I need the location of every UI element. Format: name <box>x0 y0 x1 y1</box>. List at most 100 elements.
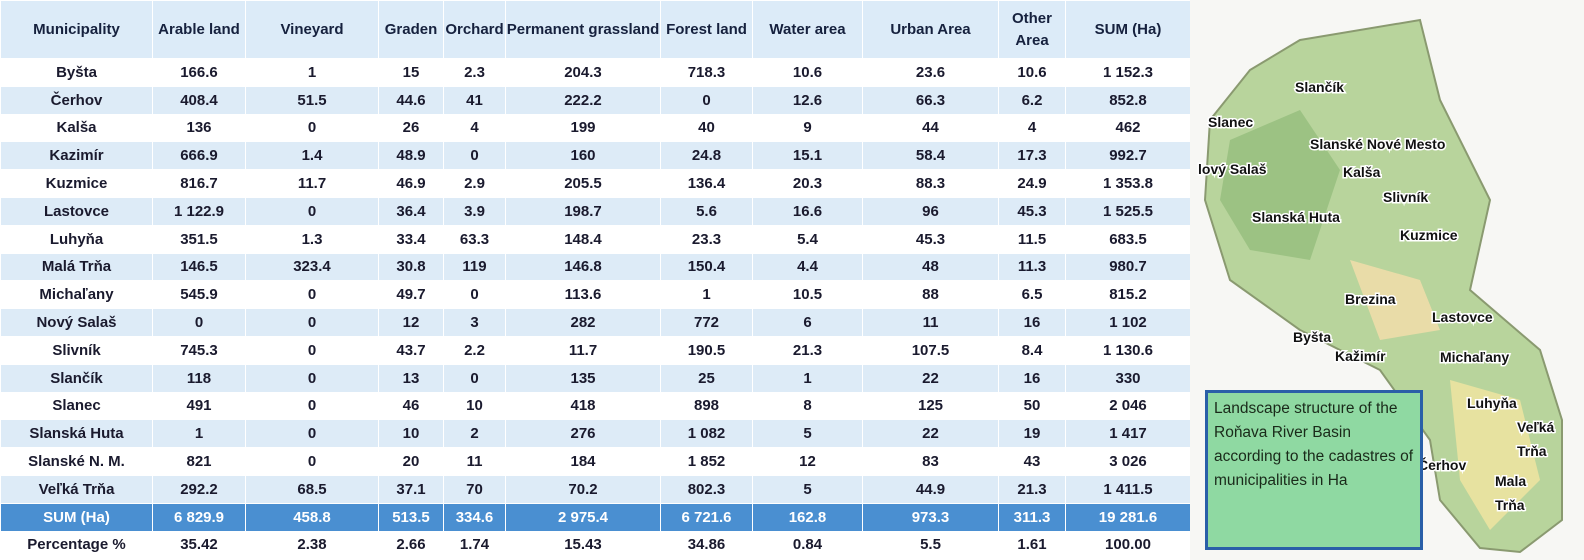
cell: 16 <box>998 363 1066 393</box>
cell: 0.84 <box>752 530 863 560</box>
cell: 458.8 <box>245 502 379 532</box>
cell: SUM (Ha) <box>0 502 153 532</box>
cell: 745.3 <box>152 335 246 365</box>
cell: 282 <box>505 308 661 337</box>
cell: Michaľany <box>0 280 153 310</box>
header-cell: Graden <box>378 0 444 59</box>
header-cell: Permanent grassland <box>505 0 661 59</box>
cell: 683.5 <box>1065 224 1191 254</box>
cell: 5 <box>752 474 863 504</box>
cell: 4 <box>998 113 1066 143</box>
cell: 11.7 <box>245 169 379 198</box>
cell: 22 <box>862 419 999 449</box>
cell: 1 082 <box>660 419 753 449</box>
header-cell: Orchard <box>443 0 506 59</box>
table-row: Byšta 166.6 1 15 2.3 204.3 718.3 10.6 23.6 10.6 1 … <box>0 58 1191 87</box>
cell: 198.7 <box>505 196 661 226</box>
table-row: Čerhov 408.4 51.5 44.6 41 222.2 0 12.6 66.3 6.2 85… <box>0 85 1191 115</box>
map-label: Slančík <box>1295 79 1344 95</box>
cell: 49.7 <box>378 280 444 310</box>
cell: 11.5 <box>998 224 1066 254</box>
cell: 973.3 <box>862 502 999 532</box>
cell: 3.9 <box>443 196 506 226</box>
map-label: Veľká <box>1517 419 1555 435</box>
cell: 718.3 <box>660 58 753 87</box>
cell: 2.66 <box>378 530 444 560</box>
land-table: Municipality Arable land Vineyard Graden Orc… <box>0 0 1191 560</box>
cell: Nový Salaš <box>0 308 153 337</box>
cell: Slivník <box>0 335 153 365</box>
table-body: Byšta 166.6 1 15 2.3 204.3 718.3 10.6 23.6 10.6 1 … <box>0 58 1191 560</box>
map-label: Slivník <box>1383 189 1428 205</box>
cell: 24.9 <box>998 169 1066 198</box>
cell: 5.6 <box>660 196 753 226</box>
cell: 0 <box>245 308 379 337</box>
cell: 0 <box>245 280 379 310</box>
header-cell: SUM (Ha) <box>1065 0 1191 59</box>
cell: 41 <box>443 85 506 115</box>
cell: 100.00 <box>1065 530 1191 560</box>
cell: Malá Trňa <box>0 252 153 282</box>
cell: 199 <box>505 113 661 143</box>
cell: 6 721.6 <box>660 502 753 532</box>
cell: 351.5 <box>152 224 246 254</box>
cell: 334.6 <box>443 502 506 532</box>
cell: 44.9 <box>862 474 999 504</box>
cell: 20 <box>378 447 444 476</box>
cell: Slanské N. M. <box>0 447 153 476</box>
map-label: Michaľany <box>1440 349 1509 365</box>
header-row: Municipality Arable land Vineyard Graden Orc… <box>0 0 1191 59</box>
cell: 2.38 <box>245 530 379 560</box>
cell: 0 <box>245 391 379 421</box>
cell: 8 <box>752 391 863 421</box>
cell: 45.3 <box>862 224 999 254</box>
header-cell: Vineyard <box>245 0 379 59</box>
cell: 0 <box>245 419 379 449</box>
header-cell: Forest land <box>660 0 753 59</box>
cell: 1 353.8 <box>1065 169 1191 198</box>
cell: 96 <box>862 196 999 226</box>
cell: 0 <box>245 196 379 226</box>
cell: 146.5 <box>152 252 246 282</box>
cell: 2.3 <box>443 58 506 87</box>
cell: 15 <box>378 58 444 87</box>
cell: 160 <box>505 141 661 171</box>
cell: 0 <box>245 363 379 393</box>
header-cell: Other Area <box>998 0 1066 59</box>
cell: 135 <box>505 363 661 393</box>
table-row: Slančík 118 0 13 0 135 25 1 22 16 330 <box>0 363 1191 393</box>
cell: 162.8 <box>752 502 863 532</box>
map-label: Luhyňa <box>1467 395 1517 411</box>
cell: 0 <box>660 85 753 115</box>
cell: Slanská Huta <box>0 419 153 449</box>
cell: 462 <box>1065 113 1191 143</box>
cell: 12 <box>378 308 444 337</box>
map-svg: Slančík Slanec Slanské Nové Mesto lový Sala… <box>1197 18 1563 554</box>
cell: 21.3 <box>998 474 1066 504</box>
cell: 772 <box>660 308 753 337</box>
table-row: Lastovce 1 122.9 0 36.4 3.9 198.7 5.6 16.6 96 45.… <box>0 196 1191 226</box>
map-label: Brezina <box>1345 291 1396 307</box>
cell: 48.9 <box>378 141 444 171</box>
cell: 3 <box>443 308 506 337</box>
cell: 15.43 <box>505 530 661 560</box>
cell: 0 <box>152 308 246 337</box>
cell: 119 <box>443 252 506 282</box>
cell: 15.1 <box>752 141 863 171</box>
table-row: Kuzmice 816.7 11.7 46.9 2.9 205.5 136.4 20.3 88.… <box>0 169 1191 198</box>
cell: 88.3 <box>862 169 999 198</box>
cell: 6 829.9 <box>152 502 246 532</box>
cell: 0 <box>443 141 506 171</box>
cell: 13 <box>378 363 444 393</box>
cell: 802.3 <box>660 474 753 504</box>
cell: Percentage % <box>0 530 153 560</box>
cell: Veľká Trňa <box>0 474 153 504</box>
cell: 107.5 <box>862 335 999 365</box>
cell: 22 <box>862 363 999 393</box>
cell: 10 <box>378 419 444 449</box>
cell: 136.4 <box>660 169 753 198</box>
cell: 190.5 <box>660 335 753 365</box>
cell: 146.8 <box>505 252 661 282</box>
cell: Lastovce <box>0 196 153 226</box>
